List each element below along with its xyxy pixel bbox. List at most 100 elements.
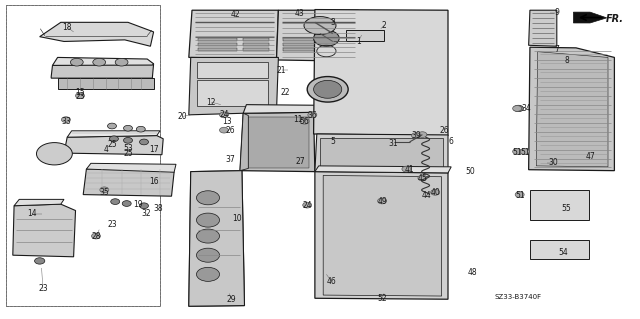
Text: 15: 15	[75, 88, 85, 97]
Text: 42: 42	[230, 10, 241, 19]
Ellipse shape	[196, 213, 220, 227]
Text: 10: 10	[232, 214, 242, 223]
Text: 18: 18	[63, 23, 72, 32]
Ellipse shape	[36, 143, 72, 165]
Polygon shape	[86, 163, 176, 172]
Text: 23: 23	[107, 220, 117, 229]
Ellipse shape	[93, 58, 106, 66]
Text: 33: 33	[61, 117, 71, 126]
Bar	[198, 43, 237, 46]
Text: 49: 49	[377, 197, 387, 206]
Bar	[198, 48, 237, 51]
Text: FR.: FR.	[605, 14, 623, 24]
Text: 55: 55	[561, 204, 572, 213]
Text: 48: 48	[467, 268, 477, 277]
Ellipse shape	[76, 93, 84, 99]
Text: 11: 11	[293, 115, 302, 124]
Text: 14: 14	[27, 209, 37, 218]
Ellipse shape	[122, 201, 131, 206]
Polygon shape	[240, 112, 315, 172]
Polygon shape	[276, 10, 358, 61]
Text: 50: 50	[465, 167, 476, 176]
Ellipse shape	[520, 149, 529, 154]
Ellipse shape	[314, 80, 342, 98]
Text: 46: 46	[326, 277, 337, 286]
Bar	[243, 43, 269, 46]
Bar	[6, 5, 160, 306]
Text: 47: 47	[585, 152, 595, 161]
Text: 54: 54	[558, 248, 568, 257]
Text: 29: 29	[227, 295, 237, 304]
Text: 51: 51	[515, 191, 525, 200]
Text: 51: 51	[512, 148, 522, 157]
Ellipse shape	[513, 106, 522, 111]
Text: 43: 43	[294, 9, 305, 18]
Text: 25: 25	[123, 149, 133, 158]
Bar	[283, 48, 318, 51]
Text: 4: 4	[103, 145, 108, 154]
Text: 20: 20	[177, 112, 188, 121]
Ellipse shape	[124, 125, 132, 131]
Ellipse shape	[100, 187, 109, 193]
Bar	[198, 38, 237, 41]
Text: 44: 44	[421, 191, 431, 200]
Ellipse shape	[300, 118, 309, 124]
Bar	[6, 5, 160, 306]
Ellipse shape	[124, 137, 132, 143]
Text: 17: 17	[148, 145, 159, 154]
Polygon shape	[58, 78, 154, 89]
Ellipse shape	[314, 30, 339, 46]
Text: 37: 37	[225, 155, 236, 164]
Text: 41: 41	[404, 165, 415, 174]
Text: 26: 26	[225, 126, 236, 135]
Text: 27: 27	[296, 157, 306, 166]
Bar	[346, 30, 384, 41]
Ellipse shape	[35, 258, 45, 264]
Ellipse shape	[196, 229, 220, 243]
Ellipse shape	[412, 133, 420, 138]
Ellipse shape	[308, 112, 317, 118]
Polygon shape	[14, 199, 64, 206]
Text: 51: 51	[520, 148, 530, 157]
Ellipse shape	[136, 126, 145, 132]
Text: 25: 25	[107, 140, 117, 149]
Ellipse shape	[515, 192, 524, 197]
Bar	[323, 38, 350, 41]
Text: 30: 30	[548, 158, 559, 167]
Ellipse shape	[196, 267, 220, 281]
Text: 22: 22	[280, 88, 289, 97]
Polygon shape	[13, 204, 76, 257]
Polygon shape	[243, 105, 319, 113]
Polygon shape	[83, 167, 174, 196]
Text: 31: 31	[388, 139, 399, 148]
Polygon shape	[67, 131, 160, 137]
Ellipse shape	[70, 58, 83, 66]
Text: 32: 32	[141, 209, 151, 218]
Text: 35: 35	[99, 189, 109, 197]
Polygon shape	[64, 136, 163, 155]
Polygon shape	[189, 57, 278, 115]
Polygon shape	[529, 47, 614, 171]
Text: 36: 36	[307, 111, 317, 120]
Text: 21: 21	[277, 66, 286, 75]
Ellipse shape	[378, 198, 387, 204]
Bar	[530, 190, 589, 220]
Bar	[530, 240, 589, 259]
Polygon shape	[315, 172, 448, 299]
Bar	[320, 138, 443, 170]
Polygon shape	[240, 113, 248, 171]
Text: 23: 23	[38, 284, 48, 293]
Bar	[197, 62, 268, 78]
Text: 6: 6	[449, 137, 454, 146]
Text: 38: 38	[153, 204, 163, 213]
Text: 28: 28	[92, 232, 100, 241]
Text: 26: 26	[440, 126, 450, 135]
Ellipse shape	[61, 117, 70, 122]
Text: 13: 13	[222, 117, 232, 126]
Polygon shape	[536, 52, 608, 167]
Bar	[197, 80, 268, 106]
Ellipse shape	[196, 248, 220, 262]
Text: 40: 40	[430, 189, 440, 197]
Text: SZ33-B3740F: SZ33-B3740F	[495, 294, 542, 300]
Text: 34: 34	[521, 104, 531, 113]
